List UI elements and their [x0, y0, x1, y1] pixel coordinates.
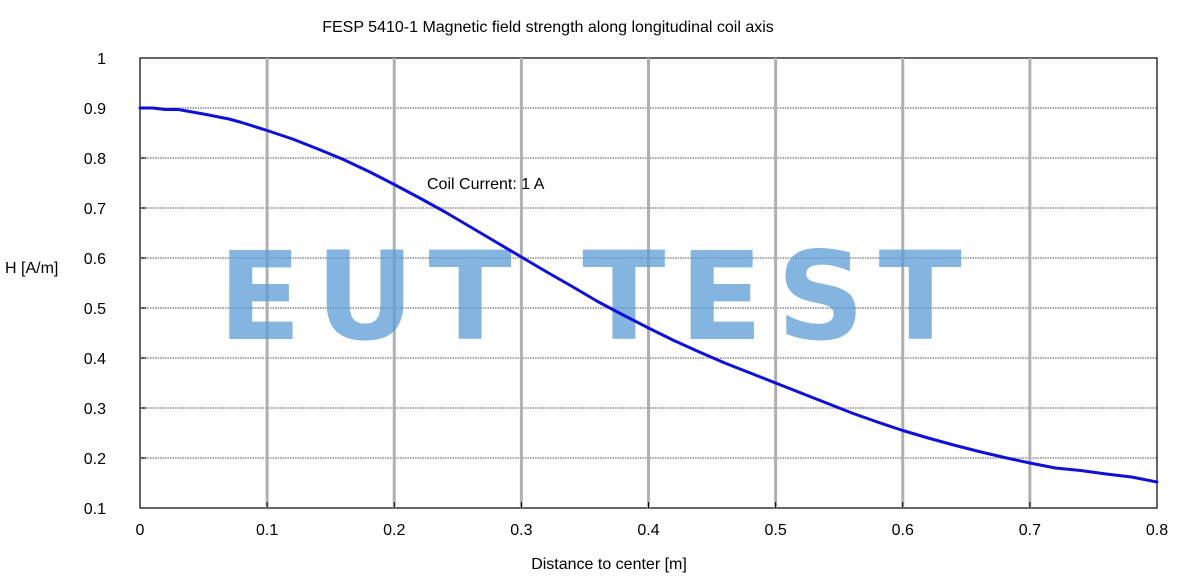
- x-tick-label: 0.2: [383, 522, 405, 539]
- y-tick-label: 0.9: [84, 101, 106, 118]
- x-axis-label: Distance to center [m]: [531, 556, 687, 573]
- watermark-text: EUT TEST: [218, 226, 976, 368]
- y-axis-ticks: 1 0.9 0.8 0.7 0.6 0.5 0.4 0.3 0.2 0.1: [84, 51, 146, 518]
- x-tick-label: 0.8: [1146, 522, 1168, 539]
- y-tick-label: 0.2: [84, 451, 106, 468]
- series-layer: [138, 106, 1159, 484]
- x-tick-label: 0.7: [1019, 522, 1041, 539]
- y-tick-label: 1: [97, 51, 106, 68]
- x-axis-ticks: 0 0.1 0.2 0.3 0.4 0.5 0.6 0.7 0.8: [136, 502, 1168, 539]
- y-tick-label: 0.7: [84, 201, 106, 218]
- x-tick-label: 0.4: [637, 522, 659, 539]
- x-tick-label: 0.5: [765, 522, 787, 539]
- x-tick-label: 0.1: [256, 522, 278, 539]
- y-tick-label: 0.6: [84, 251, 106, 268]
- y-tick-label: 0.5: [84, 301, 106, 318]
- y-tick-label: 0.8: [84, 151, 106, 168]
- y-tick-label: 0.3: [84, 401, 106, 418]
- grid-lines: [140, 58, 1157, 508]
- y-tick-label: 0.1: [84, 501, 106, 518]
- y-axis-label: H [A/m]: [5, 260, 58, 277]
- x-tick-label: 0.6: [892, 522, 914, 539]
- x-tick-label: 0.3: [510, 522, 532, 539]
- y-tick-label: 0.4: [84, 351, 106, 368]
- x-tick-label: 0: [136, 522, 145, 539]
- series-line-h: [138, 106, 1159, 484]
- annotation-coil-current: Coil Current: 1 A: [427, 176, 545, 193]
- chart-title: FESP 5410-1 Magnetic field strength alon…: [322, 19, 774, 36]
